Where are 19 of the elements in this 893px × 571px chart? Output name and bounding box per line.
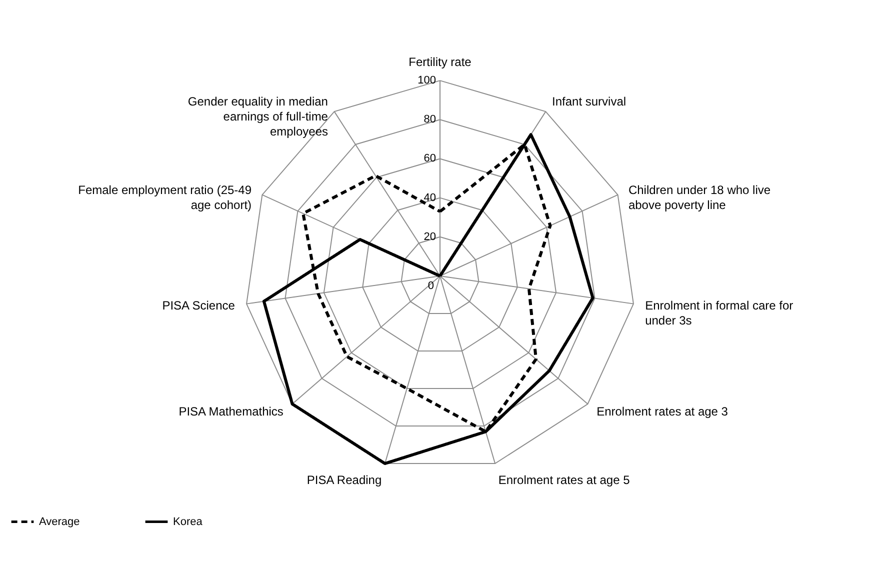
spoke-label: Fertility rate [408,54,472,69]
spoke-label: Infant survival [552,94,626,109]
spoke-label: Children under 18 who live above poverty line [628,182,771,212]
spoke-label: Enrolment rates at age 5 [498,472,630,487]
legend-label: Korea [173,516,204,528]
legend-label: Average [39,516,80,528]
spoke-label: Enrolment rates at age 3 [596,404,728,419]
spoke-label: Enrolment in formal care for under 3s [645,298,794,328]
spoke-label: Female employment ratio (25-49 age cohort) [78,182,252,212]
spoke-label: PISA Mathemathics [178,404,284,419]
y-tick-label: 60 [424,152,436,165]
spoke-label: PISA Reading [306,472,382,487]
y-tick-label: 20 [424,230,436,243]
y-tick-label: 80 [424,114,436,126]
spoke-label: PISA Science [162,298,236,312]
y-tick-label: 100 [418,74,436,87]
y-tick-label: 0 [428,280,434,292]
spoke-label: Gender equality in median earnings of full-time employees [188,94,328,139]
y-tick-label: 40 [424,192,436,204]
